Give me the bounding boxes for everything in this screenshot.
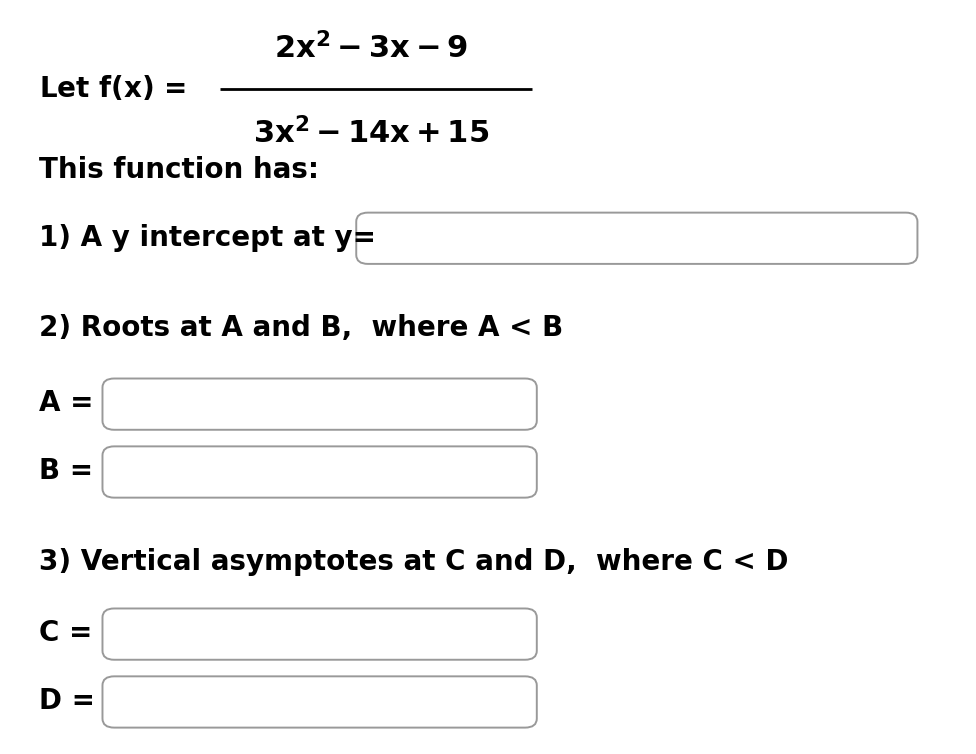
FancyBboxPatch shape [102,676,537,728]
FancyBboxPatch shape [356,213,917,264]
Text: C =: C = [39,619,93,648]
Text: 1) A y intercept at y=: 1) A y intercept at y= [39,223,376,252]
Text: D =: D = [39,687,95,716]
Text: A =: A = [39,389,94,418]
Text: 3) Vertical asymptotes at C and D,  where C < D: 3) Vertical asymptotes at C and D, where… [39,547,789,576]
Text: This function has:: This function has: [39,155,319,184]
FancyBboxPatch shape [102,608,537,660]
Text: $\mathbf{3x^2 - 14x + 15}$: $\mathbf{3x^2 - 14x + 15}$ [253,117,489,149]
Text: $\mathbf{2x^2 - 3x - 9}$: $\mathbf{2x^2 - 3x - 9}$ [274,32,468,64]
FancyBboxPatch shape [102,446,537,498]
Text: 2) Roots at A and B,  where A < B: 2) Roots at A and B, where A < B [39,314,563,342]
Text: B =: B = [39,457,93,486]
Text: Let $\mathbf{f(x)}$ =: Let $\mathbf{f(x)}$ = [39,75,185,103]
FancyBboxPatch shape [102,379,537,430]
